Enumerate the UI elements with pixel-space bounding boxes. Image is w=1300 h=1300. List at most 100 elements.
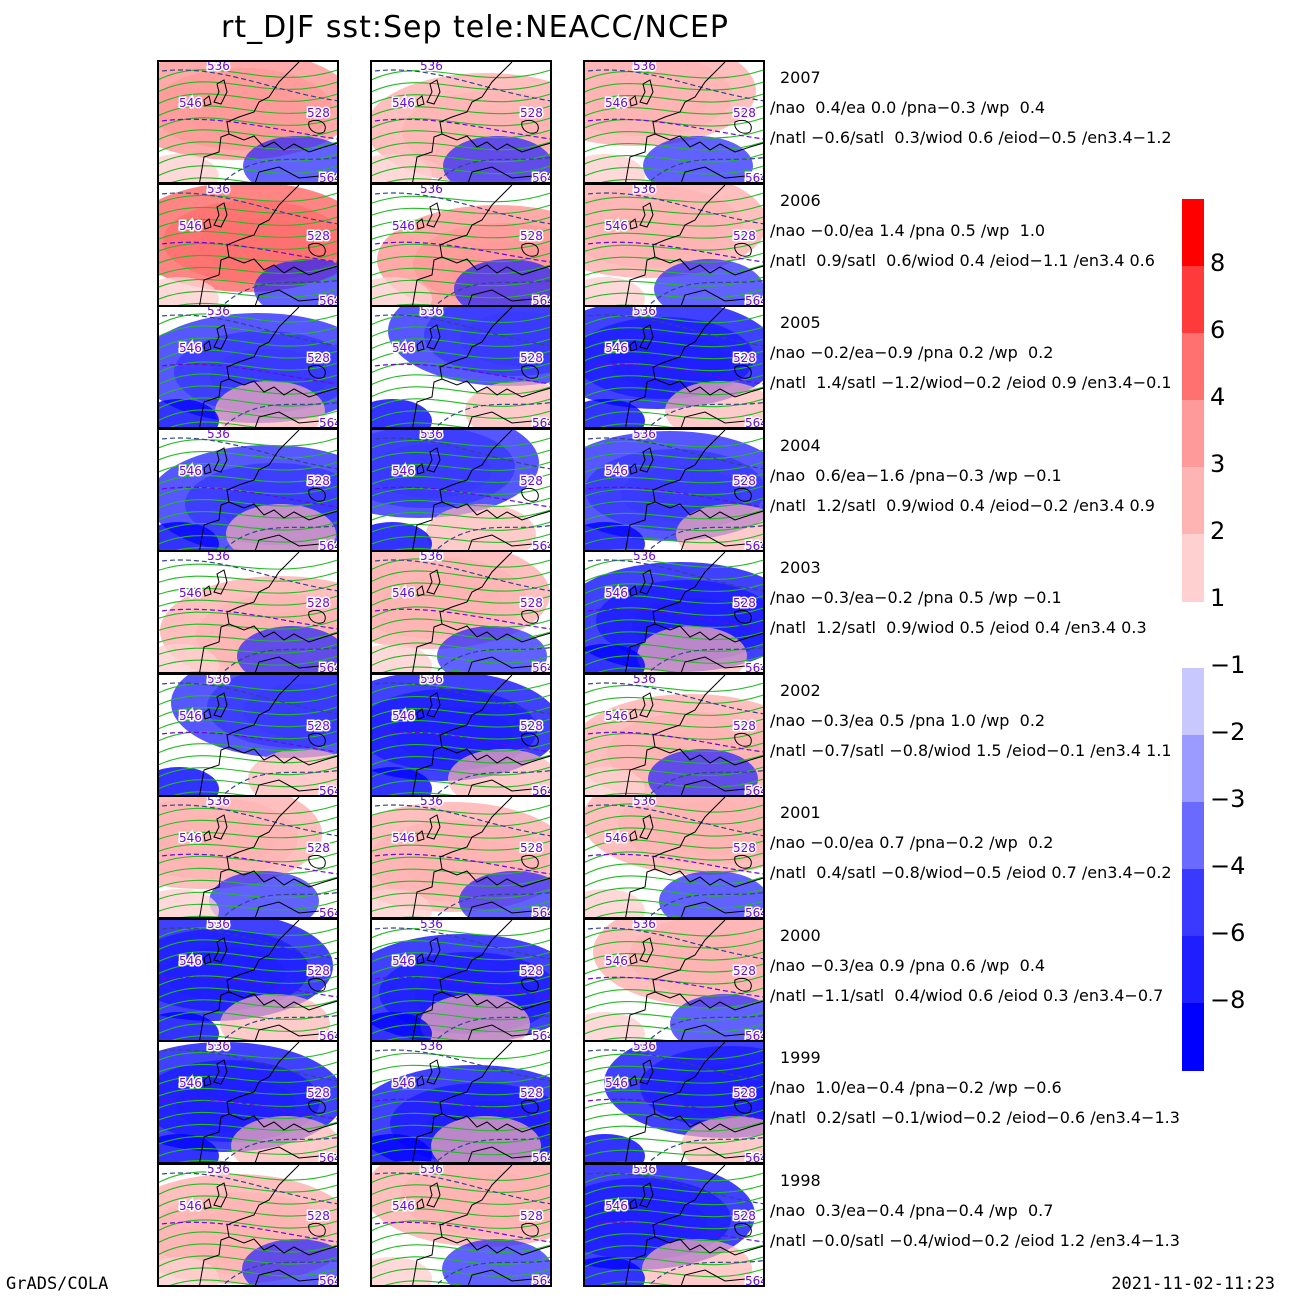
contour-label: 536: [207, 920, 230, 931]
contour-label: 536: [633, 62, 656, 73]
contour-label: 564: [532, 1274, 552, 1287]
map-panel-1999-2: 536 546 528 564: [370, 1040, 552, 1164]
contour-label: 546: [179, 219, 202, 233]
contour-label: 546: [605, 341, 628, 355]
dashed-contours: [159, 1049, 337, 1162]
footer-timestamp: 2021-11-02-11:23: [1111, 1274, 1275, 1294]
contour-label: 564: [319, 416, 339, 429]
index-line-1: /nao 1.0/ea−0.4 /pna−0.2 /wp −0.6: [770, 1078, 1062, 1097]
contour-label: 528: [307, 106, 330, 120]
contour-label: 546: [179, 954, 202, 968]
contour-label: 546: [392, 464, 415, 478]
contour-label: 536: [633, 552, 656, 563]
contour-label: 546: [179, 709, 202, 723]
index-line-2: /natl −0.0/satl −0.4/wiod−0.2 /eiod 1.2 …: [770, 1230, 1180, 1250]
contour-label: 528: [733, 1209, 756, 1223]
contour-label: 536: [633, 1165, 656, 1176]
contour-label: 564: [532, 294, 552, 307]
year-label: 2006: [780, 190, 821, 210]
contour-label: 564: [319, 1151, 339, 1164]
dashed-contours: [585, 436, 763, 550]
map-panel-2002-1: 536 546 528 564: [157, 672, 339, 797]
map-svg: 536 546 528 564: [585, 429, 763, 550]
height-contours: [159, 559, 337, 672]
contour-label: 546: [392, 709, 415, 723]
contour-label: 536: [207, 62, 230, 73]
coastline: [412, 674, 550, 795]
contour-label: 528: [520, 719, 543, 733]
dashed-contours: [159, 191, 337, 305]
contour-label: 546: [179, 586, 202, 600]
coastline: [625, 1164, 763, 1285]
contour-label: 536: [633, 675, 656, 686]
contour-label: 536: [633, 797, 656, 808]
index-line-1: /nao 0.4/ea 0.0 /pna−0.3 /wp 0.4: [770, 98, 1046, 117]
contour-label: 546: [605, 464, 628, 478]
colorbar-tick-label: −8: [1210, 986, 1246, 1014]
map-svg: 536 546 528 564: [585, 62, 763, 182]
index-line-2: /natl 1.4/satl −1.2/wiod−0.2 /eiod 0.9 /…: [770, 373, 1172, 392]
colorbar-swatch: [1182, 534, 1204, 602]
contour-label: 536: [420, 1165, 443, 1176]
coastline: [412, 62, 550, 182]
contour-label: 528: [307, 841, 330, 855]
coastline: [625, 307, 763, 427]
coastline: [199, 797, 337, 917]
colorbar-swatch: [1182, 266, 1204, 334]
contour-label: 536: [207, 1165, 230, 1176]
contour-label: 564: [319, 1274, 339, 1287]
map-panel-2001-3: 536 546 528 564: [583, 795, 765, 919]
map-svg: 536 546 528 564: [159, 1164, 339, 1287]
contour-label: 536: [420, 797, 443, 808]
map-svg: 536 546 528 564: [372, 1164, 552, 1287]
dashed-contours: [585, 314, 763, 427]
contour-label: 564: [319, 171, 339, 184]
dashed-contours: [159, 559, 337, 672]
contour-label: 564: [745, 1151, 765, 1164]
dashed-contours: [159, 436, 337, 550]
map-svg: 536 546 528 564: [372, 797, 550, 917]
contour-label: 536: [420, 920, 443, 931]
colorbar-swatch: [1182, 936, 1204, 1004]
index-line-1: /nao −0.3/ea 0.9 /pna 0.6 /wp 0.4: [770, 955, 1046, 975]
index-line-1: /nao −0.3/ea−0.2 /pna 0.5 /wp −0.1: [770, 588, 1062, 607]
contour-label: 564: [319, 539, 339, 552]
contour-label: 546: [605, 1199, 628, 1213]
map-panel-2007-2: 536 546 528 564: [370, 60, 552, 184]
map-svg: 536 546 528 564: [585, 674, 763, 795]
map-panel-1999-3: 536 546 528 564: [583, 1040, 765, 1164]
map-svg: 536 546 528 564: [372, 429, 550, 550]
contour-label: 546: [605, 586, 628, 600]
contour-label: 564: [319, 906, 339, 919]
height-contours: [585, 1049, 763, 1162]
index-line-1: /nao 0.6/ea−1.6 /pna−0.3 /wp −0.1: [770, 465, 1062, 485]
dashed-contours: [585, 926, 763, 1040]
index-line-2: /natl 0.9/satl 0.6/wiod 0.4 /eiod−1.1 /e…: [770, 250, 1155, 270]
contour-label: 564: [319, 1029, 339, 1042]
contour-label: 546: [605, 831, 628, 845]
map-panel-2000-3: 536 546 528 564: [583, 917, 765, 1042]
colorbar-tick-label: 8: [1210, 249, 1226, 277]
colorbar-tick-label: 3: [1210, 450, 1226, 478]
contour-label: 536: [420, 62, 443, 73]
coastline: [199, 62, 337, 182]
height-contours: [372, 314, 550, 427]
contour-label: 536: [207, 307, 230, 318]
colorbar-tick-label: −3: [1210, 785, 1246, 813]
contour-label: 528: [520, 351, 543, 365]
contour-label: 528: [520, 596, 543, 610]
index-line-2: /natl −0.7/satl −0.8/wiod 1.5 /eiod−0.1 …: [770, 740, 1172, 760]
dashed-contours: [585, 559, 763, 672]
contour-label: 564: [319, 784, 339, 797]
contour-label: 536: [207, 1042, 230, 1053]
map-svg: 536 546 528 564: [159, 919, 339, 1042]
coastline: [412, 552, 550, 672]
contour-label: 564: [745, 661, 765, 674]
contour-label: 528: [733, 106, 756, 120]
anomaly-shading: [159, 797, 322, 917]
dashed-contours: [372, 436, 550, 550]
map-panel-2004-2: 536 546 528 564: [370, 427, 552, 552]
map-svg: 536 546 528 564: [159, 1042, 339, 1164]
contour-label: 536: [420, 307, 443, 318]
contour-label: 536: [420, 430, 443, 441]
